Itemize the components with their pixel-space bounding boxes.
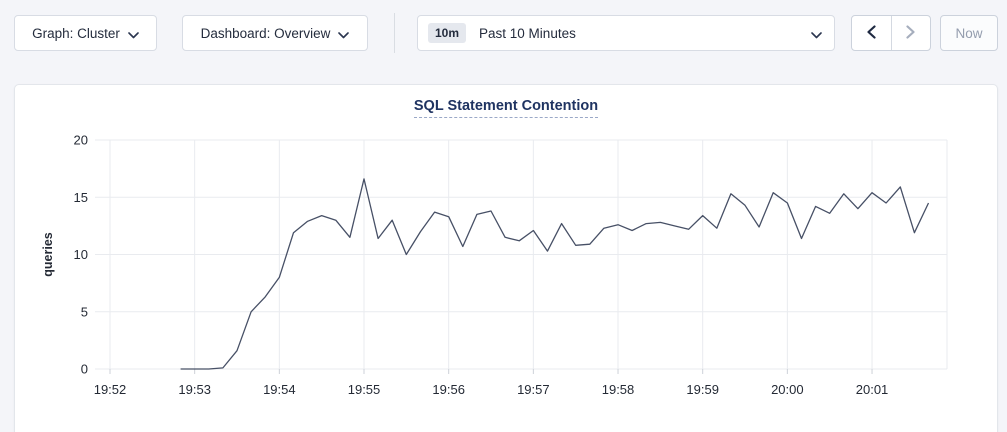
dashboard-dropdown[interactable]: Dashboard: Overview — [182, 15, 368, 51]
svg-text:20:01: 20:01 — [856, 382, 889, 397]
svg-text:19:57: 19:57 — [517, 382, 550, 397]
svg-text:19:56: 19:56 — [432, 382, 465, 397]
svg-text:15: 15 — [74, 190, 88, 205]
time-range-label: Past 10 Minutes — [479, 25, 576, 41]
time-range-dropdown[interactable]: 10m Past 10 Minutes — [417, 15, 835, 51]
svg-text:19:54: 19:54 — [263, 382, 296, 397]
svg-text:5: 5 — [81, 304, 88, 319]
chevron-down-icon — [128, 27, 139, 42]
chevron-down-icon — [338, 27, 350, 42]
svg-text:19:53: 19:53 — [178, 382, 211, 397]
graph-dropdown-label: Graph: Cluster — [32, 25, 120, 41]
next-range-button[interactable] — [890, 16, 931, 50]
chart-card: SQL Statement Contention — [14, 84, 998, 432]
svg-text:19:55: 19:55 — [348, 382, 381, 397]
graph-dropdown[interactable]: Graph: Cluster — [14, 15, 157, 51]
toolbar-divider — [394, 13, 395, 53]
y-axis-label: queries — [41, 232, 55, 277]
chevron-right-icon — [906, 24, 915, 42]
time-shift-button-group — [851, 15, 931, 51]
chevron-down-icon — [811, 27, 822, 42]
svg-text:19:52: 19:52 — [94, 382, 127, 397]
svg-text:20: 20 — [74, 133, 88, 148]
prev-range-button[interactable] — [852, 16, 891, 50]
svg-text:20:00: 20:00 — [771, 382, 804, 397]
svg-text:0: 0 — [81, 362, 88, 377]
svg-text:10: 10 — [74, 247, 88, 262]
svg-text:19:59: 19:59 — [686, 382, 719, 397]
now-button[interactable]: Now — [940, 15, 998, 51]
svg-text:19:58: 19:58 — [602, 382, 635, 397]
chart-title[interactable]: SQL Statement Contention — [413, 98, 599, 118]
chevron-left-icon — [867, 24, 876, 42]
dashboard-dropdown-label: Dashboard: Overview — [200, 25, 331, 41]
time-range-badge: 10m — [428, 23, 467, 43]
